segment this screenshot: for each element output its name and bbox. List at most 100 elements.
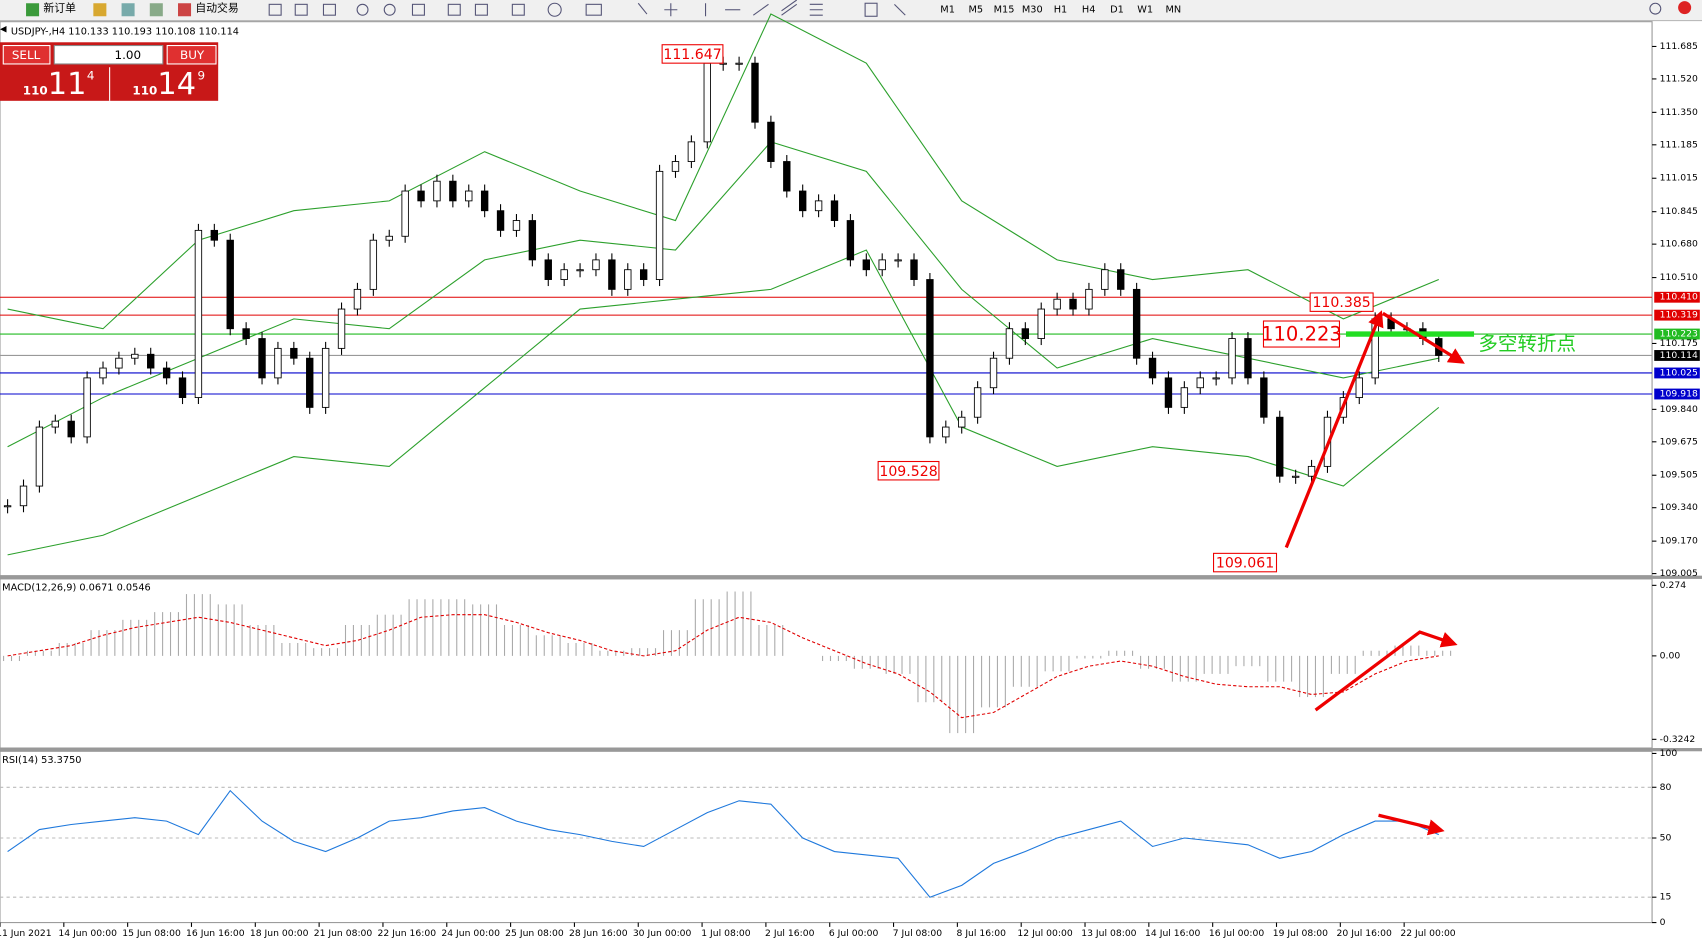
tool-icon[interactable] — [447, 3, 461, 16]
tool-icon[interactable] — [268, 3, 282, 16]
timeframe[interactable]: MN — [1166, 5, 1182, 16]
separator — [0, 748, 1702, 752]
price-annotation-box — [1262, 320, 1340, 348]
sell-price-point[interactable]: 4 — [87, 68, 95, 82]
candle — [528, 220, 537, 261]
x-tick-label: 16 Jun 16:00 — [186, 928, 245, 939]
x-tick-label: 22 Jun 16:00 — [378, 928, 437, 939]
candle — [147, 353, 155, 369]
timeframe[interactable]: W1 — [1137, 5, 1153, 16]
tool-icon[interactable] — [322, 3, 336, 16]
new-order[interactable]: 新订单 — [43, 1, 76, 15]
collapse[interactable] — [0, 26, 7, 33]
crosshair[interactable] — [664, 3, 678, 17]
alerts[interactable] — [1678, 1, 1692, 15]
buy-label[interactable]: BUY — [180, 48, 205, 62]
x-tick-label: 11 Jun 2021 — [0, 928, 52, 939]
candle — [703, 62, 711, 143]
x-tick-label: 20 Jul 16:00 — [1337, 928, 1392, 939]
candle — [767, 121, 775, 162]
sell-price-pips[interactable]: 11 — [48, 67, 87, 102]
y-tick-label: 109.340 — [1660, 502, 1698, 513]
x-tick-label: 24 Jun 00:00 — [441, 928, 500, 939]
candle — [417, 190, 425, 202]
macd-signal — [7, 614, 1439, 719]
arrow — [1382, 311, 1465, 364]
y-tick-label: 111.185 — [1660, 139, 1698, 150]
timeframe[interactable]: M1 — [940, 5, 955, 16]
trendline[interactable] — [752, 3, 769, 16]
timeframe[interactable]: M30 — [1022, 5, 1043, 16]
channel[interactable] — [781, 0, 798, 16]
auto-trading-icon[interactable] — [178, 3, 192, 17]
new-order-icon[interactable] — [26, 3, 40, 17]
sell-button[interactable] — [2, 44, 51, 65]
candle — [1148, 357, 1157, 379]
candle — [830, 200, 839, 221]
sell-price-big[interactable]: 110 — [23, 84, 48, 98]
tool-icon[interactable] — [121, 3, 135, 17]
candle — [306, 357, 314, 408]
search[interactable] — [1649, 2, 1662, 15]
tool-icon[interactable] — [474, 3, 488, 16]
zoom-out[interactable] — [383, 3, 396, 16]
candle — [115, 357, 123, 369]
candle — [19, 485, 28, 507]
candle — [592, 259, 600, 271]
level-tag — [1654, 309, 1700, 321]
x-tick-label: 13 Jul 08:00 — [1081, 928, 1136, 939]
candle — [3, 505, 12, 508]
y-tick-label: 109.170 — [1660, 536, 1698, 547]
zoom-in[interactable] — [356, 3, 369, 16]
y-tick-label: 110.845 — [1660, 206, 1698, 217]
fibo[interactable] — [809, 3, 823, 16]
timeframe[interactable]: M5 — [969, 5, 984, 16]
x-tick-label: 19 Jul 08:00 — [1273, 928, 1328, 939]
level-label: 110.319 — [1660, 310, 1698, 321]
candle — [1069, 298, 1077, 310]
arrows[interactable] — [894, 3, 906, 16]
buy-price-point[interactable]: 9 — [198, 68, 206, 82]
cursor[interactable] — [637, 2, 648, 15]
buy-price-big[interactable]: 110 — [132, 84, 157, 98]
tool-icon[interactable] — [411, 3, 425, 16]
candle — [99, 367, 107, 379]
bollinger-upper — [7, 13, 1439, 330]
x-tick-label: 22 Jul 00:00 — [1400, 928, 1455, 939]
candle — [1276, 416, 1284, 477]
price-annotation-box — [1309, 292, 1374, 312]
tool-icon[interactable] — [511, 3, 525, 16]
timeframe[interactable]: D1 — [1110, 5, 1124, 16]
timeframe[interactable]: H4 — [1082, 5, 1096, 16]
tool-icon[interactable] — [547, 2, 562, 17]
candle — [799, 190, 807, 212]
price-annotation-box — [1213, 552, 1278, 573]
price-annotation-box — [877, 460, 940, 481]
text-tool[interactable] — [864, 2, 878, 17]
lot-input[interactable] — [53, 44, 164, 65]
candle — [401, 190, 409, 237]
x-tick-label: 7 Jul 08:00 — [893, 928, 943, 939]
timeframe[interactable]: M15 — [994, 5, 1015, 16]
tool-icon[interactable] — [585, 3, 602, 16]
candle — [1164, 377, 1173, 408]
candle — [926, 279, 934, 438]
candle — [369, 239, 378, 290]
auto-trading[interactable]: 自动交易 — [195, 1, 238, 15]
candle — [1180, 387, 1189, 408]
buy-button[interactable] — [166, 44, 217, 65]
level-label: 109.918 — [1660, 389, 1698, 400]
tool-icon[interactable] — [149, 3, 163, 17]
price-annotation: 110.223 — [1261, 323, 1342, 346]
candle — [1085, 288, 1093, 310]
timeframe[interactable]: H1 — [1054, 5, 1068, 16]
x-tick-label: 25 Jun 08:00 — [505, 928, 564, 939]
tool-icon[interactable] — [93, 3, 107, 17]
candle — [51, 420, 59, 428]
tool-icon[interactable] — [294, 3, 308, 16]
sell-label[interactable]: SELL — [12, 48, 41, 62]
lot-value[interactable]: 1.00 — [115, 48, 142, 62]
buy-price-pips[interactable]: 14 — [157, 67, 196, 102]
level-label: 110.025 — [1660, 367, 1698, 378]
